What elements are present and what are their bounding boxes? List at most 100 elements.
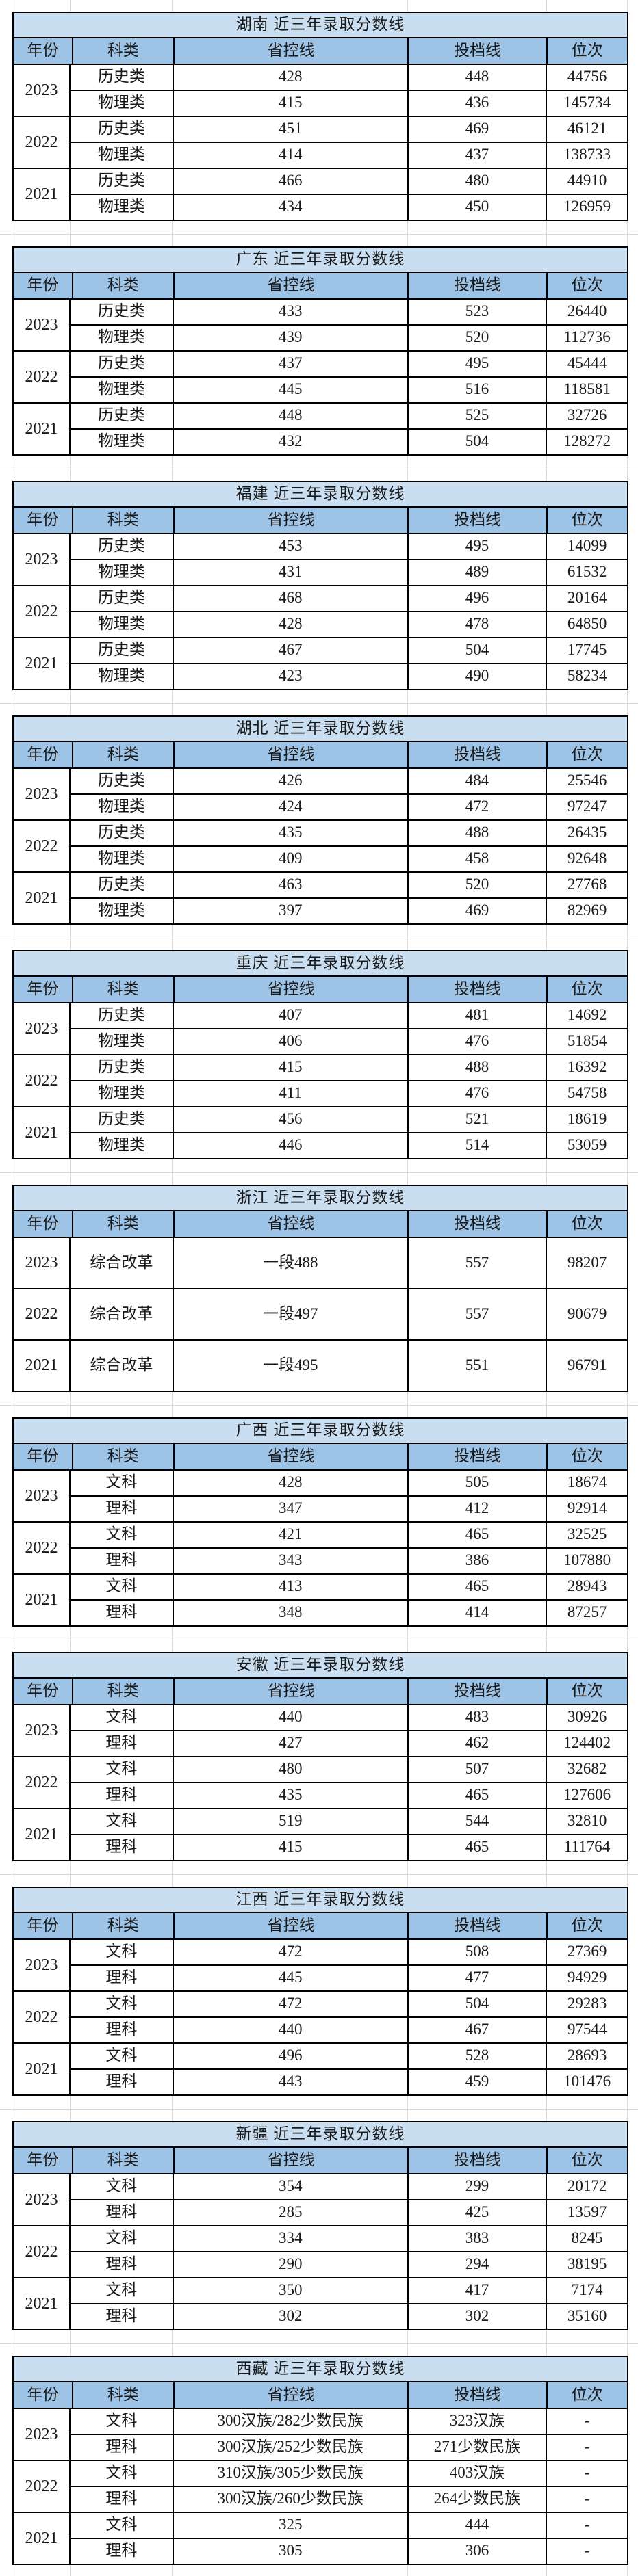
column-header: 省控线 bbox=[173, 2382, 407, 2408]
column-header: 年份 bbox=[27, 980, 59, 997]
rank-cell: 27369 bbox=[546, 1940, 627, 1964]
table-row: 物理类 428 478 64850 bbox=[71, 611, 627, 637]
rank-cell: 101476 bbox=[546, 2070, 627, 2094]
control-line-cell: 446 bbox=[172, 1133, 407, 1158]
column-header: 科类 bbox=[71, 1211, 173, 1237]
year-cell: 2022 bbox=[25, 367, 58, 386]
admission-line-cell: 557 bbox=[407, 1289, 546, 1339]
column-header: 科类 bbox=[71, 1444, 173, 1469]
year-cell: 2021 bbox=[25, 1590, 58, 1609]
admission-line-cell: 465 bbox=[407, 1783, 546, 1808]
table-row: 文科 496 528 28693 bbox=[71, 2044, 627, 2068]
year-rows: 历史类 453 495 14099 物理类 431 489 61532 bbox=[69, 534, 627, 585]
admission-line-cell: 544 bbox=[407, 1809, 546, 1834]
control-line-cell: 431 bbox=[172, 560, 407, 585]
control-line-cell: 432 bbox=[172, 430, 407, 454]
year-rows: 历史类 433 523 26440 物理类 439 520 112736 bbox=[69, 300, 627, 350]
admission-line-cell: 525 bbox=[407, 404, 546, 428]
score-table: 安徽 近三年录取分数线 年份 科类 省控线 投档线 位次 2023 文科 440 483 30926… bbox=[12, 1652, 628, 1861]
year-cell: 2022 bbox=[25, 2008, 58, 2026]
control-line-cell: 472 bbox=[172, 1992, 407, 2016]
year-cell: 2021 bbox=[25, 654, 58, 672]
rank-cell: 14692 bbox=[546, 1003, 627, 1028]
year-cell: 2022 bbox=[25, 602, 58, 620]
year-group: 2023 文科 440 483 30926 理科 427 462 124402 bbox=[14, 1704, 627, 1756]
table-row: 历史类 463 520 27768 bbox=[71, 873, 627, 897]
table-row: 理科 443 459 101476 bbox=[71, 2068, 627, 2094]
year-group: 2021 文科 350 417 7174 理科 302 302 35160 bbox=[14, 2277, 627, 2329]
subject-cell: 物理类 bbox=[97, 850, 145, 867]
subject-cell: 历史类 bbox=[97, 406, 145, 423]
admission-line-cell: 481 bbox=[407, 1003, 546, 1028]
control-line-cell: 415 bbox=[172, 1055, 407, 1080]
sheet-gridline-gap bbox=[0, 1627, 638, 1652]
control-line-cell: 414 bbox=[172, 143, 407, 168]
table-row: 文科 440 483 30926 bbox=[71, 1705, 627, 1730]
table-title: 西藏 近三年录取分数线 bbox=[14, 2357, 627, 2381]
admission-line-cell: 520 bbox=[407, 326, 546, 350]
control-line-cell: 428 bbox=[172, 65, 407, 90]
column-header: 省控线 bbox=[173, 2148, 407, 2173]
subject-cell: 文科 bbox=[105, 1577, 138, 1594]
subject-cell: 物理类 bbox=[97, 198, 145, 215]
subject-cell: 历史类 bbox=[97, 772, 145, 789]
subject-cell: 物理类 bbox=[97, 667, 145, 684]
table-row: 历史类 437 495 45444 bbox=[71, 352, 627, 376]
rank-cell: 97544 bbox=[546, 2018, 627, 2042]
table-row: 物理类 414 437 138733 bbox=[71, 142, 627, 168]
year-cell: 2022 bbox=[25, 1071, 58, 1090]
rank-cell: 13597 bbox=[546, 2200, 627, 2225]
rank-cell: - bbox=[546, 2409, 627, 2434]
control-line-cell: 434 bbox=[172, 195, 407, 220]
rank-cell: 35160 bbox=[546, 2304, 627, 2329]
year-cell: 2023 bbox=[25, 2425, 58, 2443]
table-row: 文科 310汉族/305少数民族 403汉族 - bbox=[71, 2461, 627, 2486]
year-group: 2021 历史类 448 525 32726 物理类 432 504 128272 bbox=[14, 402, 627, 454]
year-group: 2022 历史类 451 469 46121 物理类 414 437 138733 bbox=[14, 116, 627, 168]
control-line-cell: 440 bbox=[172, 1705, 407, 1730]
control-line-cell: 300汉族/260少数民族 bbox=[172, 2487, 407, 2512]
admission-line-cell: 458 bbox=[407, 847, 546, 871]
column-header: 位次 bbox=[546, 1679, 627, 1704]
year-cell: 2023 bbox=[25, 2190, 58, 2209]
admission-line-cell: 448 bbox=[407, 65, 546, 90]
rank-cell: 118581 bbox=[546, 378, 627, 402]
control-line-cell: 305 bbox=[172, 2539, 407, 2564]
year-rows: 历史类 428 448 44756 物理类 415 436 145734 bbox=[69, 65, 627, 116]
subject-cell: 文科 bbox=[105, 2177, 138, 2194]
rank-cell: 128272 bbox=[546, 430, 627, 454]
admission-line-cell: 483 bbox=[407, 1705, 546, 1730]
year-cell: 2022 bbox=[25, 2477, 58, 2495]
admission-line-cell: 523 bbox=[407, 300, 546, 324]
rank-cell: 45444 bbox=[546, 352, 627, 376]
year-group: 2023 文科 300汉族/282少数民族 323汉族 - 理科 300汉族/252少数民族… bbox=[14, 2408, 627, 2460]
rank-cell: 38195 bbox=[546, 2252, 627, 2277]
subject-cell: 历史类 bbox=[97, 537, 145, 554]
table-header-row: 年份 科类 省控线 投档线 位次 bbox=[14, 272, 627, 298]
subject-cell: 历史类 bbox=[97, 302, 145, 319]
column-header: 年份 bbox=[27, 1447, 59, 1464]
admission-line-cell: 551 bbox=[407, 1341, 546, 1391]
column-header: 年份 bbox=[27, 746, 59, 763]
admission-line-cell: 271少数民族 bbox=[407, 2435, 546, 2460]
control-line-cell: 427 bbox=[172, 1731, 407, 1756]
year-rows: 文科 350 417 7174 理科 302 302 35160 bbox=[69, 2278, 627, 2329]
year-group: 2022 文科 480 507 32682 理科 435 465 127606 bbox=[14, 1756, 627, 1808]
subject-cell: 文科 bbox=[105, 1812, 138, 1829]
column-header: 投档线 bbox=[407, 508, 546, 533]
control-line-cell: 411 bbox=[172, 1081, 407, 1106]
column-header: 科类 bbox=[71, 977, 173, 1002]
admission-line-cell: 478 bbox=[407, 612, 546, 637]
table-row: 物理类 446 514 53059 bbox=[71, 1132, 627, 1158]
score-table: 湖南 近三年录取分数线 年份 科类 省控线 投档线 位次 2023 历史类 428 448 4475… bbox=[12, 12, 628, 221]
table-header-row: 年份 科类 省控线 投档线 位次 bbox=[14, 1912, 627, 1938]
admission-line-cell: 508 bbox=[407, 1940, 546, 1964]
year-cell: 2023 bbox=[25, 550, 58, 568]
column-header: 年份 bbox=[27, 2151, 59, 2168]
rank-cell: 30926 bbox=[546, 1705, 627, 1730]
table-row: 物理类 411 476 54758 bbox=[71, 1080, 627, 1106]
rank-cell: 98207 bbox=[546, 1238, 627, 1288]
year-group: 2021 文科 519 544 32810 理科 415 465 111764 bbox=[14, 1808, 627, 1860]
subject-cell: 文科 bbox=[105, 2229, 138, 2246]
rank-cell: 61532 bbox=[546, 560, 627, 585]
